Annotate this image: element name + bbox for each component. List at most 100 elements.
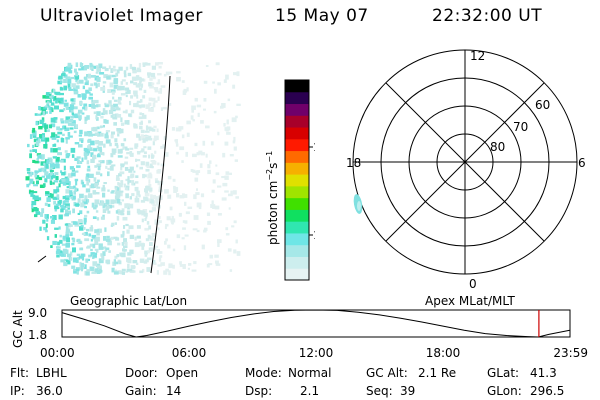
uv-pixel [215, 260, 219, 264]
uv-pixel [67, 210, 71, 215]
ip-label: IP: [10, 384, 25, 398]
uv-pixel [196, 152, 200, 156]
uv-pixel [101, 255, 105, 261]
uv-pixel [139, 122, 143, 125]
uv-pixel [122, 216, 128, 221]
uv-pixel [45, 95, 50, 99]
uv-pixel [107, 210, 111, 214]
uv-pixel [147, 72, 150, 78]
uv-pixel [108, 250, 111, 253]
colorbar-tick-10: 10 [313, 229, 315, 242]
uv-pixel [108, 109, 114, 115]
uv-pixel [103, 246, 106, 249]
uv-pixel [157, 73, 162, 76]
uv-pixel [233, 136, 236, 142]
uv-pixel [55, 97, 60, 101]
uv-pixel [44, 127, 47, 133]
uv-pixel [110, 107, 116, 110]
uv-pixel [54, 105, 59, 110]
uv-pixel [74, 178, 79, 182]
uv-pixel [128, 225, 134, 230]
uv-pixel [96, 271, 100, 274]
uv-pixel [129, 100, 132, 106]
uv-pixel [86, 168, 91, 172]
uv-pixel [152, 204, 157, 207]
uv-pixel [117, 182, 120, 186]
uv-pixel [232, 84, 236, 89]
uv-pixel [96, 145, 99, 149]
uv-pixel [145, 136, 149, 140]
uv-pixel [29, 190, 34, 194]
uv-pixel [54, 227, 59, 230]
uv-pixel [41, 117, 45, 122]
uv-pixel [155, 199, 159, 203]
uv-pixel [206, 263, 210, 268]
uv-pixel [139, 210, 145, 214]
uv-pixel [103, 110, 108, 115]
uv-pixel [75, 62, 79, 67]
uv-pixel [131, 193, 135, 197]
uv-pixel [111, 91, 115, 95]
uv-pixel [62, 200, 66, 206]
uv-pixel [95, 263, 101, 267]
instrument-title: Ultraviolet Imager [40, 6, 203, 26]
colorbar-swatch [285, 115, 309, 128]
uv-pixel [83, 217, 87, 223]
uv-pixel [68, 256, 71, 261]
uv-pixel [225, 233, 230, 236]
uv-pixel [139, 125, 143, 130]
uv-pixel [151, 154, 154, 159]
uv-pixel [233, 146, 237, 151]
uv-pixel [59, 92, 64, 96]
uv-pixel [149, 198, 154, 204]
uv-pixel [126, 229, 130, 234]
uv-pixel [95, 140, 100, 145]
uv-pixel [89, 67, 94, 70]
uv-pixel [117, 270, 122, 275]
uv-pixel [113, 271, 119, 275]
uv-pixel [215, 172, 220, 176]
uv-pixel [39, 119, 44, 124]
uv-pixel [91, 68, 94, 71]
uv-pixel [179, 213, 182, 217]
uv-pixel [143, 89, 147, 93]
uv-pixel [69, 190, 73, 195]
uv-pixel [92, 216, 97, 219]
uv-pixel [53, 200, 56, 205]
uv-pixel [83, 66, 87, 71]
uv-pixel [108, 100, 112, 106]
uv-pixel [133, 123, 138, 128]
uv-pixel [141, 245, 145, 250]
uv-pixel [98, 141, 103, 146]
gcalt-label: GC Alt: [366, 366, 408, 380]
uv-pixel [121, 199, 124, 202]
uv-pixel [114, 142, 119, 147]
uv-pixel [71, 154, 75, 158]
uv-pixel [86, 246, 90, 249]
glon-value: 296.5 [530, 384, 565, 398]
uv-pixel [50, 245, 53, 248]
uv-pixel [149, 187, 153, 192]
uv-pixel [32, 191, 38, 194]
uv-pixel [190, 169, 194, 172]
uv-pixel [33, 138, 39, 143]
uv-pixel [62, 133, 65, 136]
uv-pixel [88, 132, 93, 136]
uv-pixel [95, 236, 100, 242]
uv-pixel [168, 71, 173, 75]
uv-pixel [102, 192, 106, 198]
uv-pixel [151, 97, 156, 102]
uv-pixel [133, 94, 138, 97]
uv-pixel [153, 100, 158, 103]
colorbar-swatch [285, 103, 309, 116]
uv-pixel [65, 205, 70, 209]
uv-pixel [146, 135, 152, 139]
uv-pixel [116, 254, 119, 258]
uv-pixel [103, 143, 106, 148]
uv-pixel [179, 146, 185, 151]
glon-label: GLon: [487, 384, 522, 398]
uv-pixel [97, 82, 100, 87]
uv-pixel [147, 138, 153, 141]
uv-pixel [49, 180, 53, 185]
altitude-chart: GC Alt 9.0 1.8 00:00 06:00 12:00 18:00 23:59 [11, 306, 588, 360]
